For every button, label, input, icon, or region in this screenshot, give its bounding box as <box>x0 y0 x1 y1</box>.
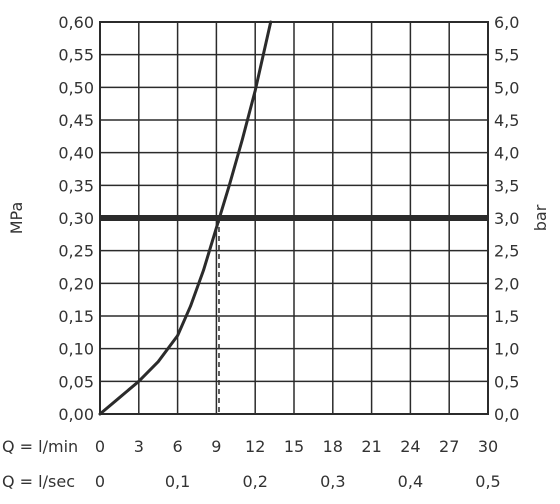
x-primary-axis-label: Q = l/min <box>2 437 78 456</box>
y-right-tick-label: 0,5 <box>494 372 519 391</box>
x-primary-tick-label: 27 <box>439 437 459 456</box>
y-right-tick-label: 3,5 <box>494 176 519 195</box>
y-left-tick-label: 0,00 <box>58 405 94 424</box>
x-primary-tick-label: 30 <box>478 437 498 456</box>
y-right-tick-label: 2,5 <box>494 242 519 261</box>
x-primary-tick-label: 6 <box>173 437 183 456</box>
y-right-tick-label: 4,5 <box>494 111 519 130</box>
x-primary-tick-label: 24 <box>400 437 420 456</box>
x-primary-tick-label: 3 <box>134 437 144 456</box>
x-primary-tick-label: 18 <box>323 437 343 456</box>
series-layer <box>98 20 273 416</box>
x-primary-tick-label: 15 <box>284 437 304 456</box>
x-secondary-tick-label: 0 <box>95 472 105 491</box>
x-secondary-tick-label: 0,1 <box>165 472 190 491</box>
y-right-tick-label: 2,0 <box>494 274 519 293</box>
y-right-tick-label: 0,0 <box>494 405 519 424</box>
y-left-tick-label: 0,25 <box>58 242 94 261</box>
y-left-tick-label: 0,50 <box>58 78 94 97</box>
y-left-tick-labels: 0,00 0,05 0,10 0,15 0,20 0,25 0,30 0,35 0,40 0,45… <box>58 13 94 424</box>
y-right-axis-label: bar <box>531 204 550 231</box>
y-left-tick-label: 0,20 <box>58 274 94 293</box>
x-secondary-axis-label: Q = l/sec <box>2 472 75 491</box>
x-secondary-tick-labels: 0 0,1 0,2 0,3 0,4 0,5 <box>95 472 501 491</box>
y-right-tick-label: 1,5 <box>494 307 519 326</box>
x-primary-tick-label: 9 <box>211 437 221 456</box>
y-right-tick-labels: 0,0 0,5 1,0 1,5 2,0 2,5 3,0 3,5 4,0 4,5 5,0 5,5 6,0 <box>494 13 519 424</box>
y-left-tick-label: 0,45 <box>58 111 94 130</box>
y-left-tick-label: 0,05 <box>58 372 94 391</box>
series-line <box>98 20 273 416</box>
y-right-tick-label: 3,0 <box>494 209 519 228</box>
y-left-tick-label: 0,10 <box>58 340 94 359</box>
reference-layer <box>100 215 488 414</box>
y-right-tick-label: 5,5 <box>494 46 519 65</box>
y-left-tick-label: 0,15 <box>58 307 94 326</box>
y-left-tick-label: 0,35 <box>58 176 94 195</box>
y-left-tick-label: 0,30 <box>58 209 94 228</box>
x-secondary-tick-label: 0,2 <box>242 472 267 491</box>
x-primary-tick-labels: 0 3 6 9 12 15 18 21 24 27 30 <box>95 437 498 456</box>
x-secondary-tick-label: 0,3 <box>320 472 345 491</box>
x-primary-tick-label: 0 <box>95 437 105 456</box>
y-right-tick-label: 6,0 <box>494 13 519 32</box>
y-right-tick-label: 1,0 <box>494 340 519 359</box>
x-primary-tick-label: 21 <box>361 437 381 456</box>
y-left-axis-label: MPa <box>7 202 26 235</box>
x-primary-tick-label: 12 <box>245 437 265 456</box>
y-left-tick-label: 0,55 <box>58 46 94 65</box>
y-right-tick-label: 5,0 <box>494 78 519 97</box>
y-right-tick-label: 4,0 <box>494 144 519 163</box>
x-secondary-tick-label: 0,4 <box>398 472 423 491</box>
x-secondary-tick-label: 0,5 <box>475 472 500 491</box>
y-left-tick-label: 0,40 <box>58 144 94 163</box>
y-left-tick-label: 0,60 <box>58 13 94 32</box>
